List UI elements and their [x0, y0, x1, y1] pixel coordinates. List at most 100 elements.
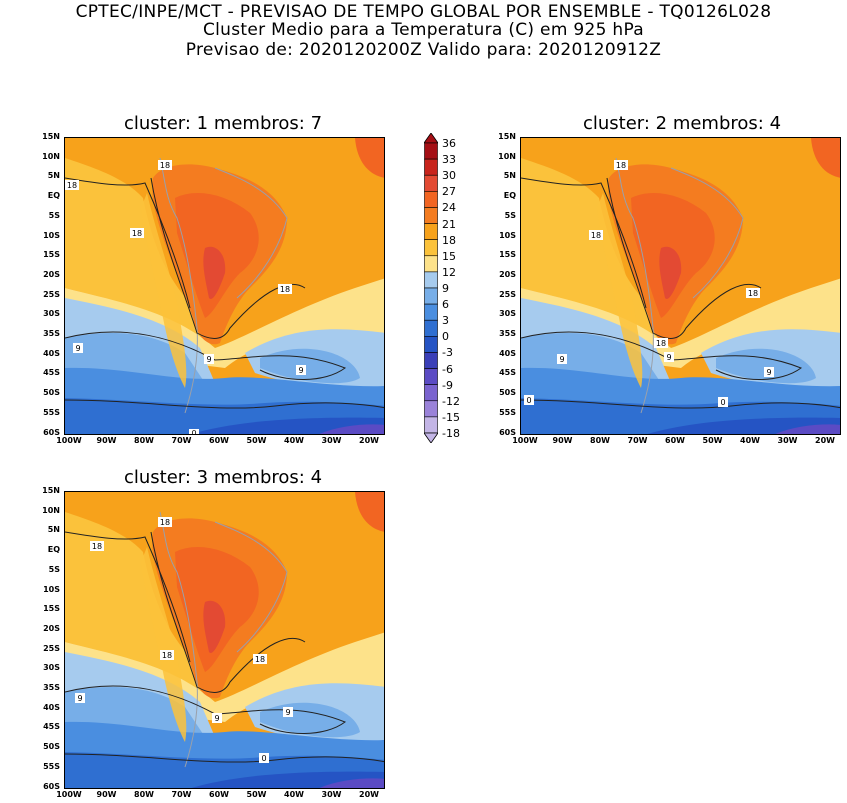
contour-label-0: 0	[526, 396, 531, 405]
lon-tick-label: 30W	[321, 790, 342, 799]
lon-tick-label: 70W	[171, 790, 192, 799]
lat-tick-label: 10S	[43, 584, 60, 594]
lon-tick-label: 50W	[246, 790, 267, 799]
contour-label-18: 18	[162, 651, 172, 660]
lat-tick-label: 50S	[499, 388, 516, 398]
lat-tick-label: 20S	[43, 623, 60, 633]
colorbar-label: 21	[442, 217, 456, 231]
lon-tick-label: 50W	[246, 436, 267, 445]
lat-tick-label: 25S	[43, 289, 60, 299]
colorbar-label: -18	[442, 427, 460, 440]
lon-tick-label: 20W	[359, 436, 379, 445]
contour-label-9: 9	[285, 708, 290, 717]
lat-tick-label: 35S	[499, 329, 516, 338]
lon-tick-label: 60W	[665, 436, 685, 445]
colorbar	[423, 132, 439, 444]
colorbar-label: 33	[442, 153, 456, 167]
colorbar-swatch	[424, 142, 438, 160]
lat-tick-label: EQ	[47, 545, 60, 555]
contour-label-9: 9	[559, 355, 564, 364]
lon-tick-label: 100W	[56, 436, 82, 445]
lat-tick-label: 15S	[499, 250, 516, 260]
lat-tick-label: 10N	[42, 505, 60, 515]
lat-tick-label: 5S	[504, 210, 516, 220]
colorbar-label: 0	[442, 330, 449, 344]
panel-1-title: cluster: 1 membros: 7	[123, 113, 323, 134]
contour-label-18: 18	[160, 518, 170, 527]
contour-label-18: 18	[160, 161, 170, 170]
contour-label-18: 18	[591, 231, 601, 240]
lat-tick-label: 15N	[498, 132, 516, 141]
lat-tick-label: 5N	[47, 171, 60, 181]
colorbar-swatch	[424, 319, 438, 337]
lat-tick-label: 45S	[43, 722, 60, 732]
lon-tick-label: 30W	[777, 436, 798, 445]
lon-tick-label: 80W	[134, 436, 154, 445]
contour-label-18: 18	[656, 339, 666, 348]
panel-2-title: cluster: 2 membros: 4	[582, 113, 782, 134]
header-line-1: CPTEC/INPE/MCT - PREVISAO DE TEMPO GLOBA…	[75, 2, 772, 22]
contour-label-18: 18	[255, 655, 265, 664]
lon-tick-label: 70W	[627, 436, 648, 445]
lat-tick-label: 20S	[499, 269, 516, 279]
lon-tick-label: 90W	[96, 436, 117, 445]
header-line-3: Previsao de: 2020120200Z Valido para: 20…	[185, 40, 662, 60]
colorbar-label: 9	[442, 282, 449, 295]
lat-tick-label: 5S	[48, 210, 60, 220]
colorbar-swatch	[424, 255, 438, 273]
lat-tick-label: 30S	[43, 663, 60, 673]
lat-tick-label: 10N	[498, 151, 516, 161]
lat-tick-label: 40S	[43, 348, 60, 358]
lon-tick-label: 90W	[96, 790, 117, 799]
lat-tick-label: 5N	[503, 171, 516, 181]
colorbar-swatch	[424, 384, 438, 402]
contour-label-0: 0	[261, 754, 266, 763]
lat-tick-label: 15S	[43, 604, 60, 614]
contour-label-18: 18	[616, 161, 626, 170]
lon-tick-label: 20W	[815, 436, 835, 445]
contour-label-9: 9	[77, 694, 82, 703]
colorbar-swatch	[424, 207, 438, 224]
lat-tick-label: 5S	[48, 564, 60, 574]
contour-label-9: 9	[75, 344, 80, 353]
colorbar-swatch	[424, 303, 438, 321]
colorbar-swatch	[424, 352, 438, 369]
colorbar-swatch	[424, 368, 438, 385]
lon-tick-label: 90W	[552, 436, 573, 445]
colorbar-label: -6	[442, 362, 453, 376]
lat-tick-label: 55S	[499, 407, 516, 417]
colorbar-label: 24	[442, 201, 456, 215]
lon-tick-label: 60W	[209, 790, 229, 799]
lat-tick-label: 35S	[43, 683, 60, 692]
colorbar-label: 27	[442, 185, 456, 199]
lon-tick-label: 40W	[284, 790, 304, 799]
lon-tick-label: 80W	[134, 790, 154, 799]
lat-tick-label: 10N	[42, 151, 60, 161]
lon-tick-label: 20W	[359, 790, 379, 799]
lat-tick-label: EQ	[503, 191, 516, 201]
lat-tick-label: 15N	[42, 132, 60, 141]
colorbar-swatch	[424, 191, 438, 208]
lat-tick-label: 40S	[499, 348, 516, 358]
lat-tick-label: 30S	[43, 309, 60, 319]
colorbar-swatch	[424, 271, 438, 289]
lon-tick-label: 100W	[56, 790, 82, 799]
lat-tick-label: 30S	[499, 309, 516, 319]
colorbar-swatch	[424, 336, 438, 353]
lat-tick-label: 45S	[43, 368, 60, 378]
lat-tick-label: 35S	[43, 329, 60, 338]
colorbar-arrow-top	[423, 132, 439, 144]
panel-1-map: 18 18 18 18 9 9 9 0	[64, 137, 385, 435]
lat-tick-label: 10S	[43, 230, 60, 240]
lon-tick-label: 40W	[284, 436, 304, 445]
colorbar-swatch	[424, 239, 438, 257]
lon-tick-label: 100W	[512, 436, 538, 445]
contour-label-18: 18	[280, 285, 290, 294]
colorbar-swatch	[424, 158, 438, 176]
colorbar-swatch	[424, 223, 438, 240]
colorbar-label: 36	[442, 137, 456, 150]
contour-label-9: 9	[666, 353, 671, 362]
colorbar-label: -15	[442, 410, 460, 424]
lat-tick-label: 45S	[499, 368, 516, 378]
lon-tick-label: 70W	[171, 436, 192, 445]
